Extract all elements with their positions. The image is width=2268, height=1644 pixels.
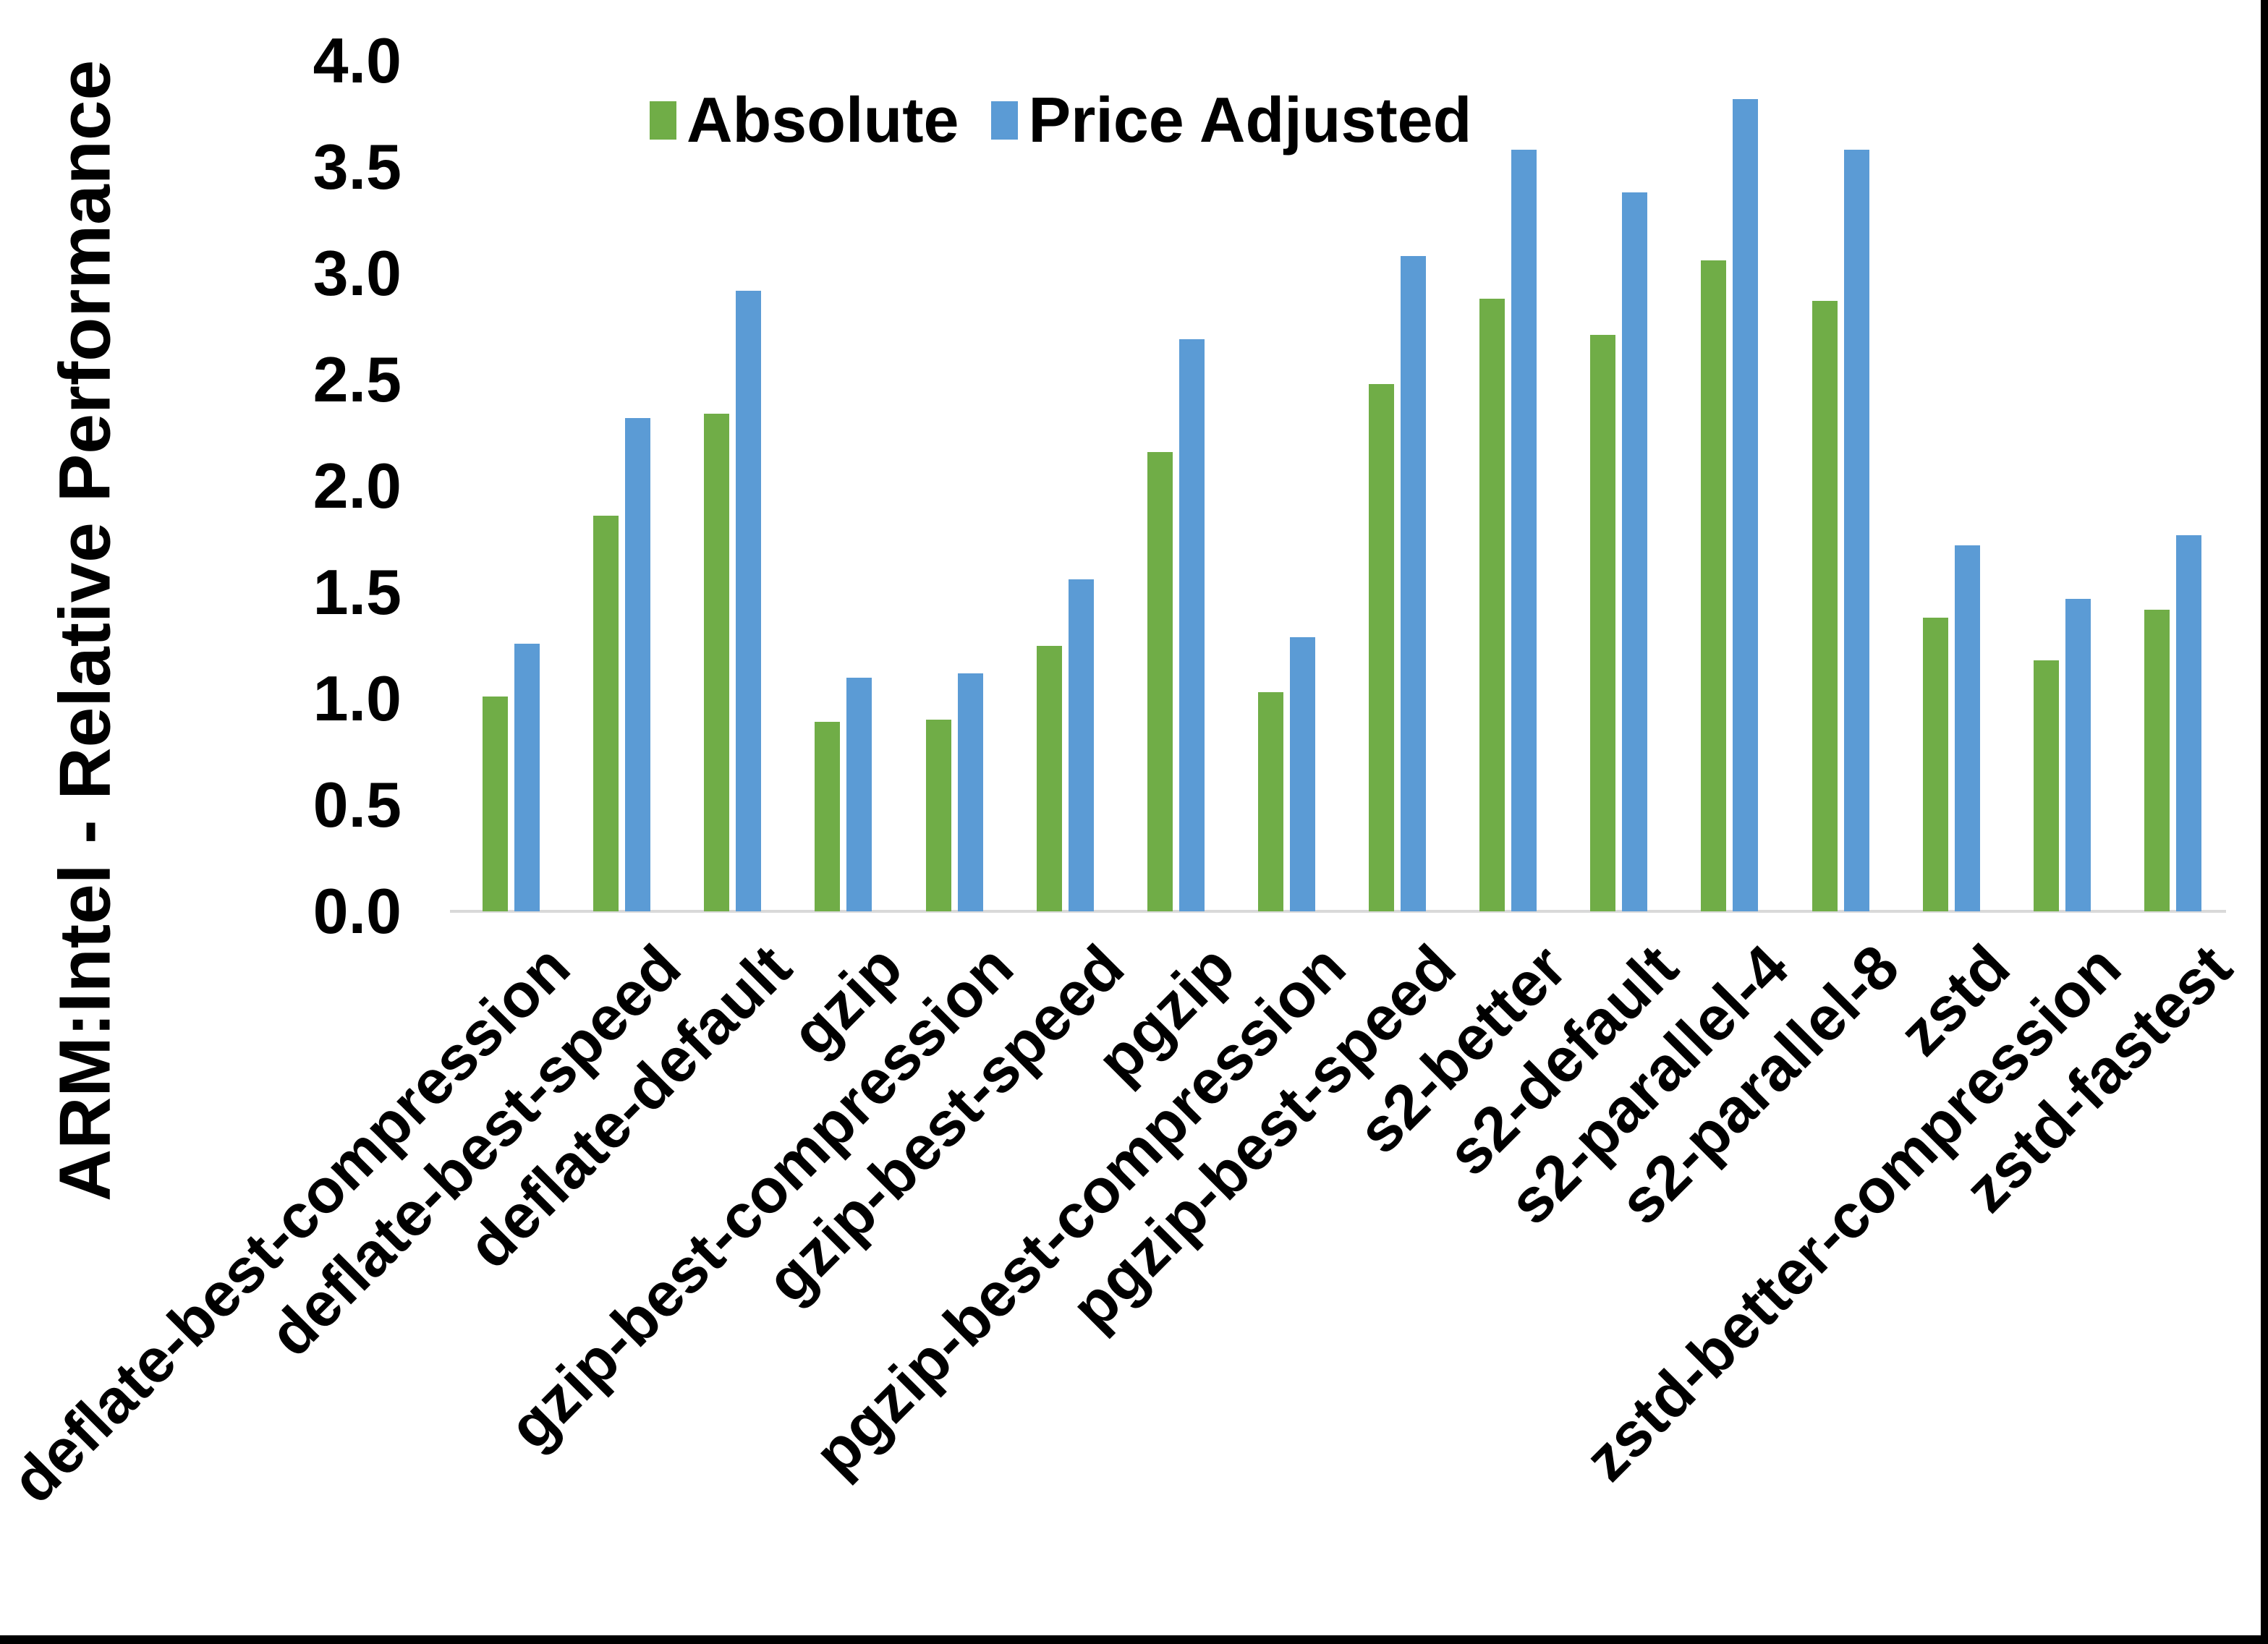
bar-group (788, 61, 899, 911)
y-axis-title: ARM:Intel - Relative Performance (44, 59, 126, 1202)
bar-price-adjusted (2065, 598, 2091, 911)
y-tick-label: 1.5 (313, 556, 402, 628)
legend-swatch-icon (650, 101, 676, 140)
bar-absolute (2144, 609, 2170, 911)
legend-label: Price Adjusted (1028, 84, 1472, 156)
bar-price-adjusted (1178, 339, 1205, 911)
bar-group (2118, 61, 2228, 911)
bar-absolute (1812, 301, 1838, 911)
bar-absolute (1922, 618, 1948, 911)
bar-absolute (704, 414, 730, 911)
bar-absolute (1036, 645, 1062, 911)
legend-swatch-icon (991, 101, 1019, 140)
bar-group (1674, 61, 1785, 911)
bar-price-adjusted (1954, 545, 1980, 911)
bar-group (1563, 61, 1674, 911)
bar-price-adjusted (625, 417, 651, 911)
bar-price-adjusted (1733, 98, 1759, 911)
bar-group (456, 61, 566, 911)
bar-absolute (593, 516, 619, 911)
bar-price-adjusted (957, 673, 983, 911)
bar-group (1231, 61, 1342, 911)
bar-group (677, 61, 788, 911)
legend-item-price-adjusted: Price Adjusted (991, 88, 1471, 152)
y-tick-label: 0.0 (313, 875, 402, 947)
bar-price-adjusted (1622, 192, 1648, 911)
bar-price-adjusted (514, 643, 540, 911)
bar-group (1121, 61, 1231, 911)
bar-absolute (1701, 260, 1727, 911)
bar-group (2007, 61, 2118, 911)
bar-group (1453, 61, 1563, 911)
bar-group (1896, 61, 2007, 911)
bar-absolute (1257, 692, 1283, 911)
plot-area (456, 61, 2228, 911)
y-tick-label: 4.0 (313, 25, 402, 96)
bar-group (899, 61, 1010, 911)
bar-price-adjusted (736, 290, 762, 911)
y-tick-label: 2.0 (313, 450, 402, 521)
bar-absolute (1479, 299, 1505, 911)
bar-absolute (1147, 451, 1173, 911)
x-axis-line (450, 910, 2226, 913)
bar-absolute (1369, 383, 1395, 911)
y-tick-label: 3.5 (313, 131, 402, 203)
bar-price-adjusted (2175, 534, 2201, 911)
bar-price-adjusted (1843, 150, 1869, 911)
bar-absolute (2033, 660, 2059, 911)
y-tick-label: 3.0 (313, 237, 402, 309)
bar-absolute (1590, 335, 1616, 911)
bar-absolute (815, 722, 841, 911)
bar-price-adjusted (1511, 150, 1537, 911)
legend: Absolute Price Adjusted (650, 88, 1471, 152)
legend-item-absolute: Absolute (650, 88, 959, 152)
legend-label: Absolute (687, 84, 959, 156)
bar-absolute (483, 697, 509, 911)
bar-price-adjusted (846, 677, 872, 911)
bar-price-adjusted (1068, 579, 1094, 911)
y-tick-label: 0.5 (313, 769, 402, 840)
bar-group (566, 61, 677, 911)
bar-price-adjusted (1289, 636, 1315, 911)
bar-group (1010, 61, 1121, 911)
y-tick-label: 2.5 (313, 344, 402, 415)
bar-group (1785, 61, 1896, 911)
bar-absolute (925, 720, 951, 911)
bar-price-adjusted (1401, 256, 1427, 911)
y-tick-label: 1.0 (313, 663, 402, 734)
bar-group (1342, 61, 1453, 911)
